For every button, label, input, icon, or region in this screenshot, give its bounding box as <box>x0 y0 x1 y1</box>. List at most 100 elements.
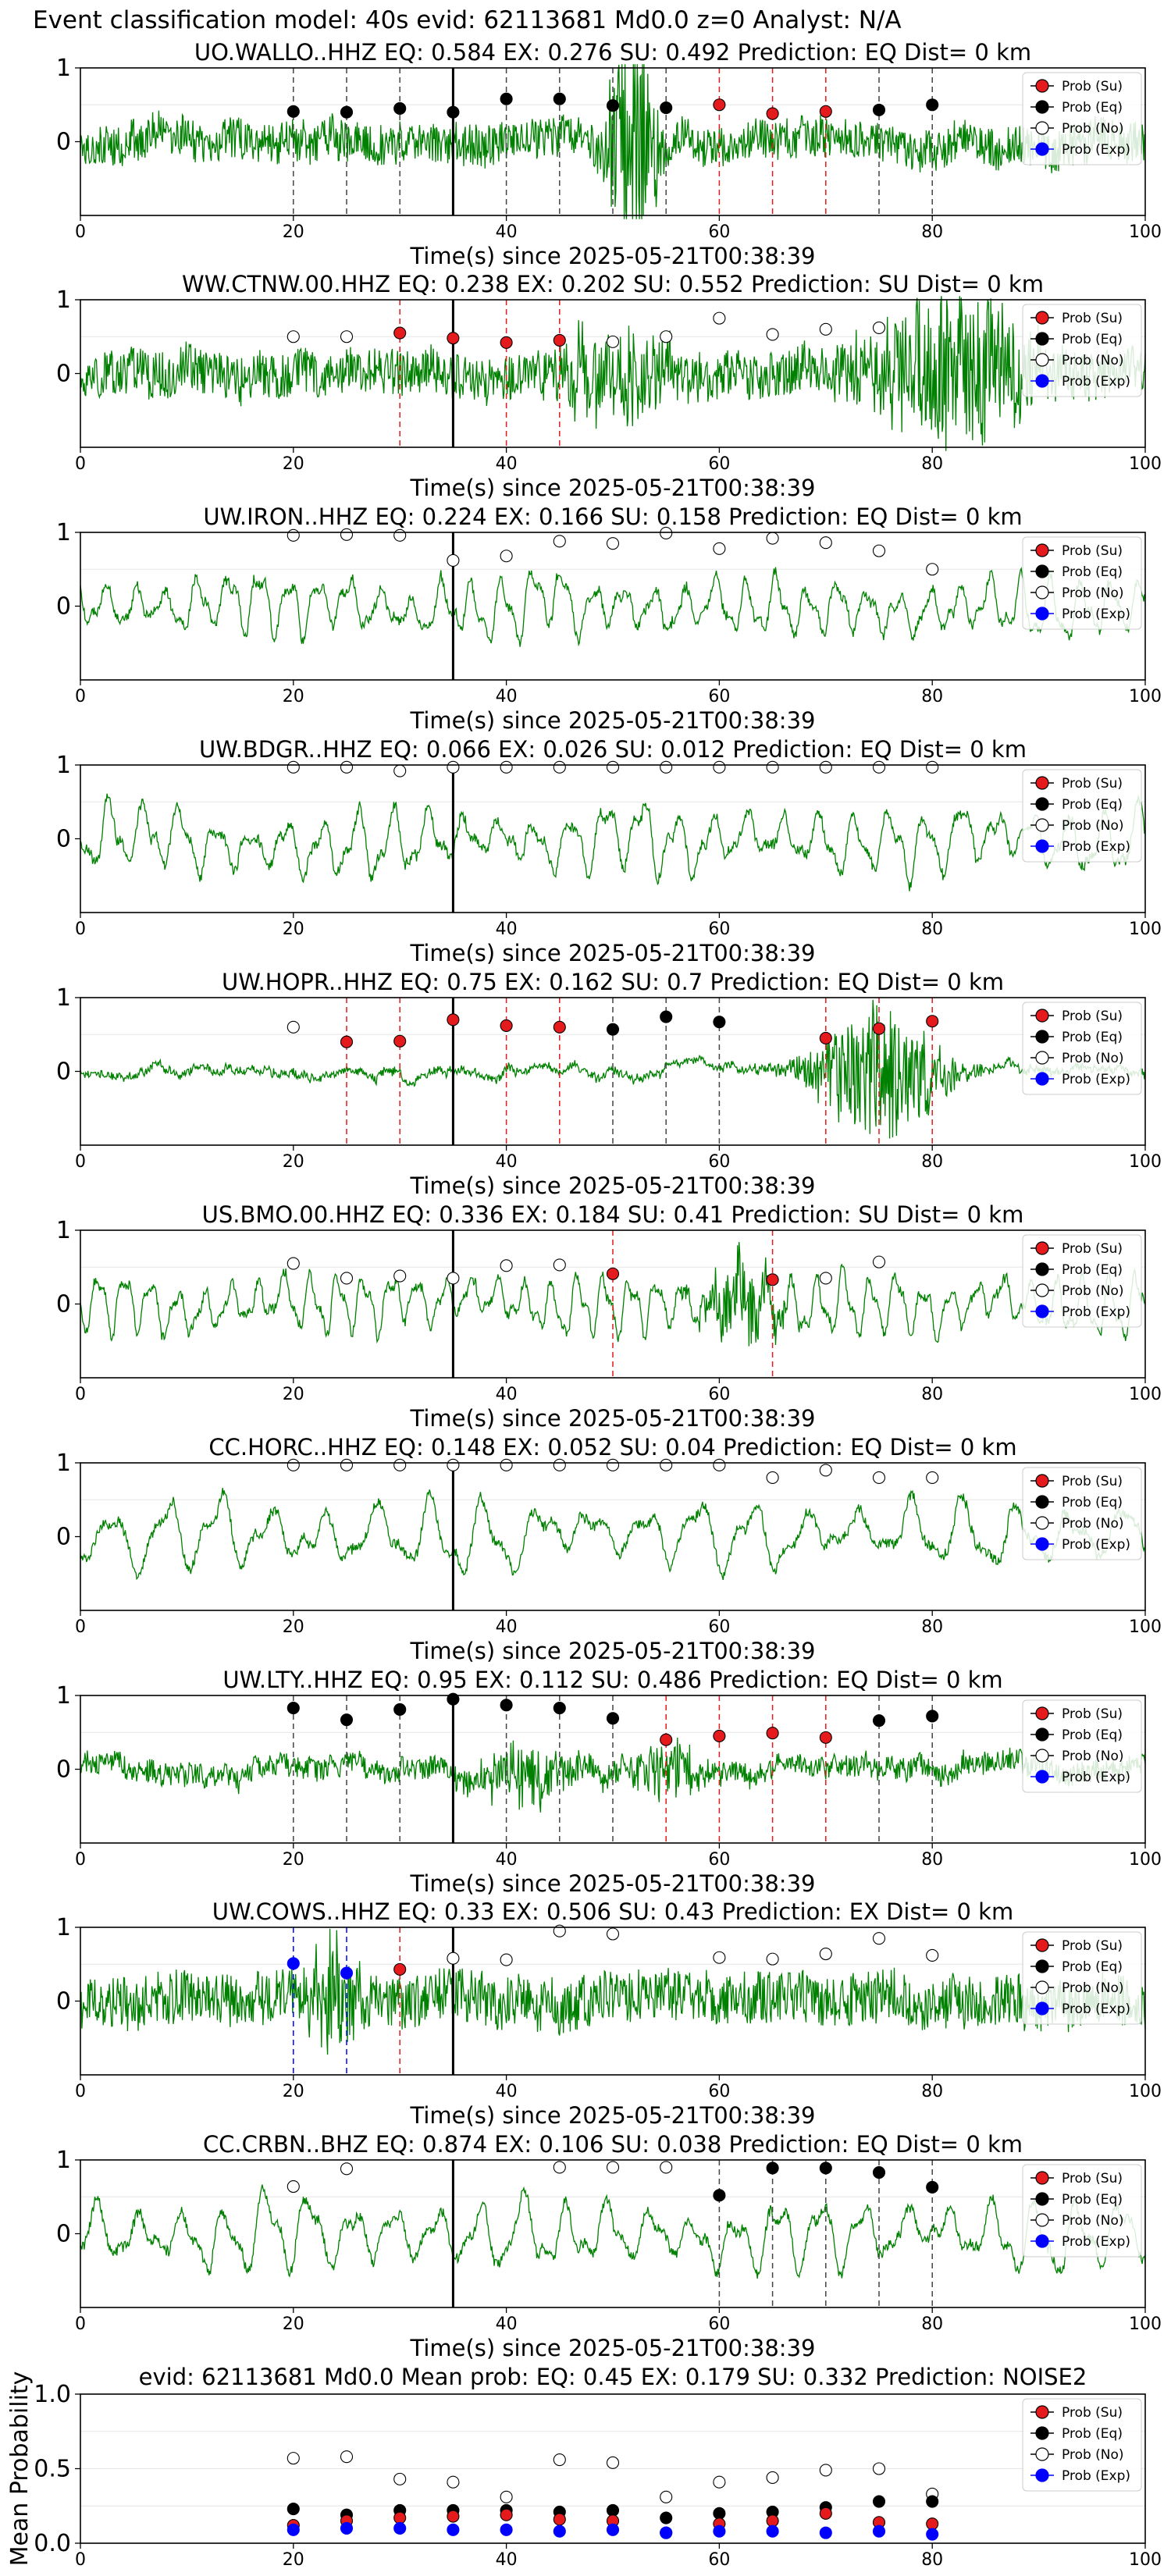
prob-point-no <box>447 760 460 774</box>
legend-marker <box>1035 1495 1049 1509</box>
prob-point-no <box>819 760 832 774</box>
x-tick-label: 100 <box>1129 1617 1162 1637</box>
prob-point-su <box>766 1273 779 1286</box>
prob-point-no <box>340 330 354 343</box>
waveform-trace <box>80 2184 1146 2279</box>
y-tick-label: 1 <box>56 752 71 779</box>
y-tick-label: 1 <box>56 1682 71 1710</box>
legend-label: Prob (Eq) <box>1062 1495 1123 1510</box>
x-tick-label: 80 <box>921 1617 943 1637</box>
y-tick-label: 1 <box>56 1217 71 1244</box>
mean-point-exp <box>447 2523 460 2536</box>
x-tick-label: 0 <box>75 2082 86 2101</box>
legend-label: Prob (Eq) <box>1062 100 1123 116</box>
prob-point-no <box>819 322 832 336</box>
y-tick-label: 1 <box>56 2147 71 2174</box>
prob-point-no <box>287 330 300 343</box>
y-tick-label: 0 <box>56 593 71 621</box>
mean-point-exp <box>340 2521 354 2535</box>
x-tick-label: 60 <box>708 2314 730 2334</box>
mean-point-su <box>447 2510 460 2523</box>
prob-point-no <box>447 1952 460 1965</box>
waveform-trace <box>80 64 1146 219</box>
legend-box <box>1022 769 1142 863</box>
chart-title: UW.BDGR..HHZ EQ: 0.066 EX: 0.026 SU: 0.0… <box>199 736 1027 763</box>
legend-marker <box>1035 1706 1049 1720</box>
mean-point-no <box>872 2462 886 2475</box>
prob-point-eq <box>287 1702 300 1715</box>
legend-label: Prob (Exp) <box>1062 2468 1130 2484</box>
legend-marker <box>1035 1241 1049 1255</box>
prob-point-no <box>819 1947 832 1961</box>
legend-label: Prob (Eq) <box>1062 2192 1123 2208</box>
prob-point-no <box>872 760 886 774</box>
prob-point-no <box>340 528 354 541</box>
chart-title: CC.HORC..HHZ EQ: 0.148 EX: 0.052 SU: 0.0… <box>208 1434 1016 1461</box>
x-tick-label: 60 <box>708 920 730 939</box>
prob-point-su <box>819 105 832 118</box>
legend-marker <box>1035 1030 1049 1044</box>
prob-point-eq <box>606 99 620 112</box>
legend-marker <box>1035 2001 1049 2016</box>
mean-point-no <box>660 2490 673 2503</box>
legend-marker <box>1035 1283 1049 1297</box>
x-tick-label: 60 <box>708 687 730 706</box>
prob-point-su <box>819 1731 832 1744</box>
mean-point-eq <box>713 2507 726 2520</box>
prob-point-su <box>926 1015 939 1028</box>
y-tick-label: 1.0 <box>34 2381 71 2408</box>
legend-label: Prob (Exp) <box>1062 1072 1130 1087</box>
legend-box <box>1022 304 1142 397</box>
legend-marker <box>1035 2213 1049 2227</box>
figure-suptitle: Event classification model: 40s evid: 62… <box>33 6 902 34</box>
prob-point-eq <box>447 1692 460 1706</box>
legend-marker <box>1035 1959 1049 1973</box>
prob-point-no <box>500 760 513 774</box>
legend-marker <box>1035 1474 1049 1488</box>
prob-point-eq <box>660 101 673 115</box>
legend-marker <box>1035 2405 1049 2419</box>
x-tick-label: 20 <box>283 1152 304 1172</box>
legend-marker <box>1035 1516 1049 1530</box>
x-tick-label: 40 <box>496 2550 518 2570</box>
x-tick-label: 20 <box>283 222 304 242</box>
prob-point-su <box>713 98 726 112</box>
mean-point-exp <box>500 2523 513 2536</box>
prob-point-su <box>393 1962 407 1976</box>
prob-point-su <box>393 1034 407 1048</box>
prob-point-no <box>872 544 886 557</box>
legend-label: Prob (Su) <box>1062 1938 1123 1954</box>
x-tick-label: 0 <box>75 2550 86 2570</box>
mean-point-su <box>766 2514 779 2528</box>
prob-point-su <box>500 1019 513 1032</box>
legend-label: Prob (Eq) <box>1062 1030 1123 1045</box>
x-tick-label: 0 <box>75 1617 86 1637</box>
chart-panel-10: CC.CRBN..BHZ EQ: 0.874 EX: 0.106 SU: 0.0… <box>56 2131 1162 2361</box>
prob-point-su <box>766 1727 779 1740</box>
legend-marker <box>1035 2426 1049 2440</box>
legend-label: Prob (Exp) <box>1062 839 1130 855</box>
legend-marker <box>1035 839 1049 853</box>
chart-title: UW.LTY..HHZ EQ: 0.95 EX: 0.112 SU: 0.486… <box>222 1667 1002 1693</box>
legend-box <box>1022 1699 1142 1793</box>
waveform-trace <box>80 566 1146 647</box>
legend-marker <box>1035 100 1049 114</box>
legend-marker <box>1035 311 1049 325</box>
prob-point-no <box>553 760 566 774</box>
mean-point-eq <box>287 2503 300 2516</box>
mean-point-exp <box>553 2524 566 2538</box>
waveform-trace <box>80 1928 1146 2055</box>
y-tick-label: 0 <box>56 129 71 156</box>
mean-point-eq <box>926 2495 939 2508</box>
x-tick-label: 80 <box>921 222 943 242</box>
legend-marker <box>1035 564 1049 578</box>
x-axis-label: Time(s) since 2025-05-21T00:38:39 <box>410 1405 816 1432</box>
legend-label: Prob (Su) <box>1062 311 1123 326</box>
y-tick-label: 0.5 <box>34 2456 71 2483</box>
prob-point-eq <box>606 1023 620 1036</box>
legend-marker <box>1035 332 1049 346</box>
chart-title: WW.CTNW.00.HHZ EQ: 0.238 EX: 0.202 SU: 0… <box>182 271 1044 297</box>
prob-point-no <box>500 1458 513 1471</box>
prob-point-no <box>393 528 407 542</box>
